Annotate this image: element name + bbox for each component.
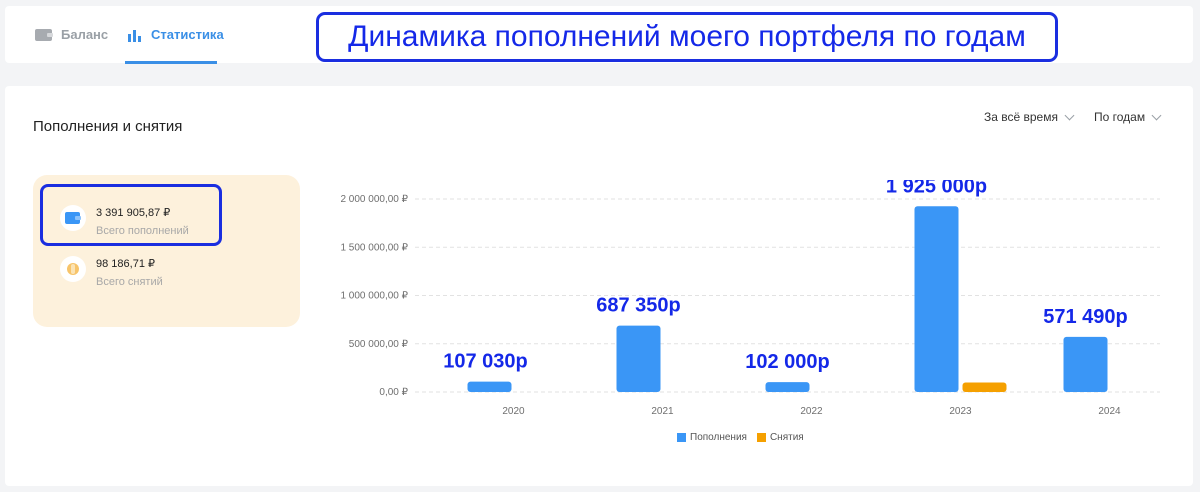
withdrawals-total: 98 186,71 ₽ Всего снятий xyxy=(60,256,163,288)
bar-deposits xyxy=(467,381,512,392)
y-tick-label: 500 000,00 ₽ xyxy=(349,339,409,350)
legend-label-deposits: Пополнения xyxy=(690,432,747,443)
coin-icon xyxy=(60,256,86,282)
deposits-total: 3 391 905,87 ₽ Всего пополнений xyxy=(60,205,189,237)
value-annotation: 571 490р xyxy=(1043,306,1128,328)
chevron-down-icon xyxy=(1064,110,1075,120)
bar-chart: 0,00 ₽ 500 000,00 ₽ 1 000 000,00 ₽ 1 500 00… xyxy=(340,180,1160,417)
x-tick-label: 2020 xyxy=(502,406,525,417)
bar-deposits xyxy=(765,382,810,392)
wallet-icon xyxy=(35,28,53,41)
x-tick-label: 2023 xyxy=(949,406,972,417)
bar-deposits xyxy=(1063,336,1108,392)
value-annotation: 102 000р xyxy=(745,351,830,373)
annotation-title: Динамика пополнений моего портфеля по го… xyxy=(316,12,1058,62)
value-annotation: 1 925 000р xyxy=(886,180,987,197)
y-tick-label: 1 000 000,00 ₽ xyxy=(340,291,408,302)
x-tick-label: 2024 xyxy=(1098,406,1121,417)
y-tick-label: 2 000 000,00 ₽ xyxy=(340,194,408,205)
active-tab-indicator xyxy=(125,61,217,64)
period-filter-label: За всё время xyxy=(984,110,1058,124)
bar-deposits xyxy=(616,325,661,392)
x-tick-label: 2022 xyxy=(800,406,823,417)
legend-item-deposits[interactable]: Пополнения xyxy=(677,432,747,443)
tab-balance[interactable]: Баланс xyxy=(35,27,108,42)
bar-withdrawals xyxy=(962,382,1007,392)
legend-item-withdrawals[interactable]: Снятия xyxy=(756,432,804,443)
legend-swatch-withdrawals xyxy=(756,433,766,442)
tab-statistics-label: Статистика xyxy=(151,27,224,42)
panel-title: Пополнения и снятия xyxy=(33,118,183,135)
bar-deposits xyxy=(914,206,959,392)
deposits-total-label: Всего пополнений xyxy=(96,225,189,237)
chevron-down-icon xyxy=(1151,110,1162,120)
y-tick-label: 1 500 000,00 ₽ xyxy=(340,242,408,253)
tab-statistics[interactable]: Статистика xyxy=(127,27,224,42)
chart-legend: Пополнения Снятия xyxy=(677,432,804,443)
value-annotation: 687 350р xyxy=(596,295,681,317)
period-filter[interactable]: За всё время xyxy=(984,110,1075,124)
deposits-total-value: 3 391 905,87 ₽ xyxy=(96,207,171,219)
withdrawals-total-value: 98 186,71 ₽ xyxy=(96,258,155,270)
grouping-filter-label: По годам xyxy=(1094,110,1146,124)
grouping-filter[interactable]: По годам xyxy=(1094,110,1162,124)
x-tick-label: 2021 xyxy=(651,406,674,417)
wallet-icon xyxy=(60,205,86,231)
y-tick-label: 0,00 ₽ xyxy=(379,387,408,398)
value-annotation: 107 030р xyxy=(443,351,528,373)
annotation-highlight-box xyxy=(40,184,222,246)
summary-card xyxy=(33,175,300,327)
legend-label-withdrawals: Снятия xyxy=(769,432,804,443)
tab-balance-label: Баланс xyxy=(61,27,109,42)
bar-chart-icon xyxy=(128,29,141,42)
withdrawals-total-label: Всего снятий xyxy=(96,276,163,288)
legend-swatch-deposits xyxy=(677,433,686,442)
